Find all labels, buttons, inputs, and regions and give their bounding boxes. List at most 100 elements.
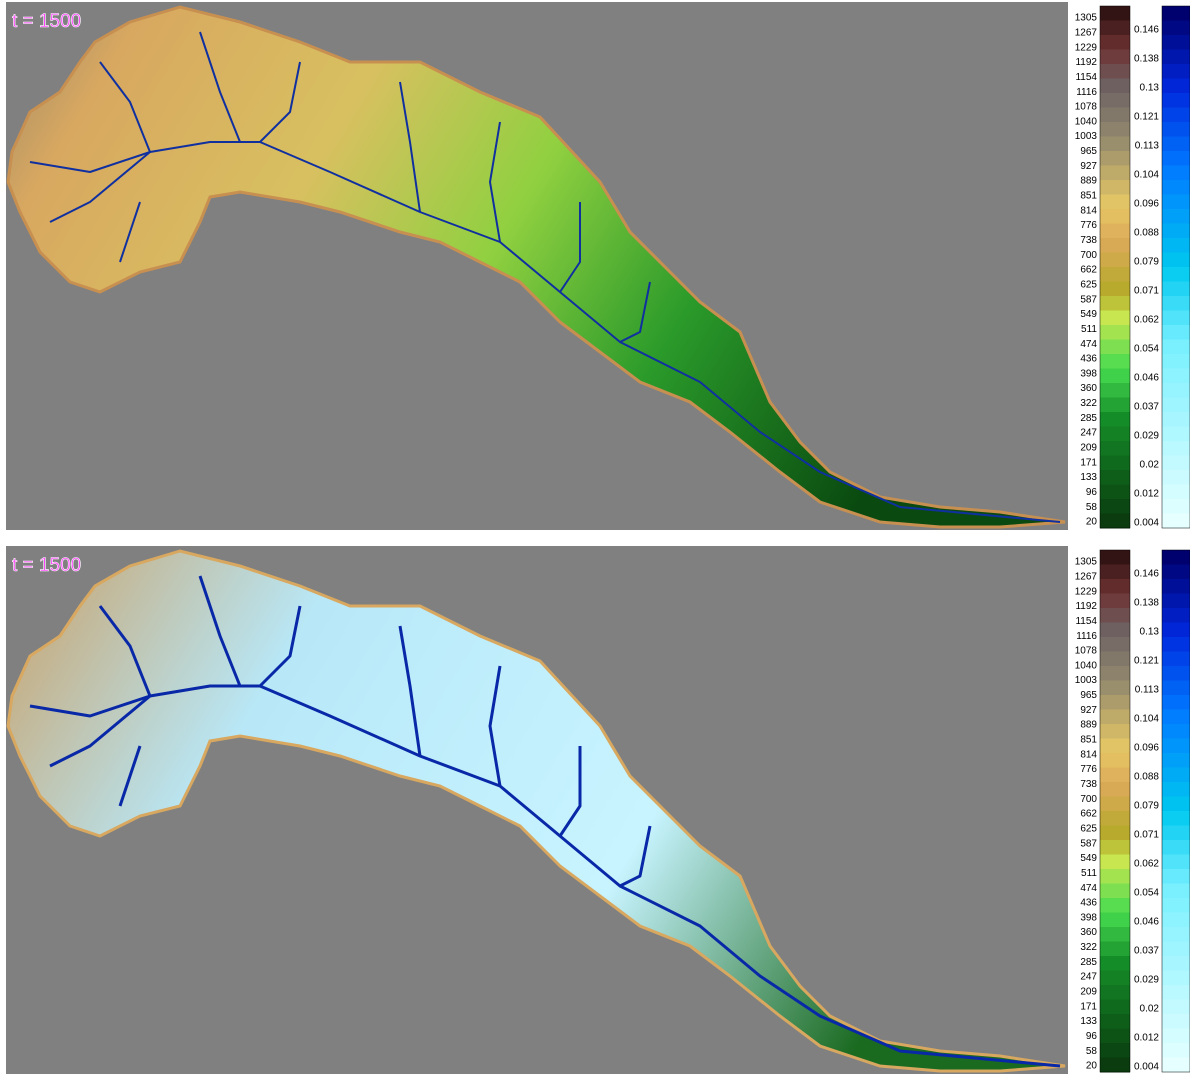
- depth-label: 0.146: [1134, 569, 1159, 580]
- colorbar-cell: [1162, 108, 1190, 123]
- depth-label: 0.029: [1134, 431, 1159, 442]
- colorbar-cell: [1100, 122, 1130, 137]
- colorbar-cell: [1100, 311, 1130, 326]
- colorbar-cell: [1100, 21, 1130, 36]
- colorbar-cell: [1162, 869, 1190, 884]
- colorbar-cell: [1100, 267, 1130, 282]
- depth-label: 0.054: [1134, 888, 1159, 899]
- colorbar-cell: [1100, 137, 1130, 152]
- elevation-label: 171: [1080, 1001, 1097, 1012]
- elevation-label: 700: [1080, 250, 1097, 261]
- elevation-label: 1305: [1075, 557, 1098, 568]
- colorbar-cell: [1162, 637, 1190, 652]
- elevation-label: 133: [1080, 472, 1097, 483]
- depth-label: 0.146: [1134, 25, 1159, 36]
- colorbar-cell: [1162, 412, 1190, 427]
- depth-label: 0.113: [1135, 141, 1160, 152]
- depth-label: 0.004: [1134, 518, 1159, 529]
- colorbar-cell: [1100, 209, 1130, 224]
- depth-label: 0.088: [1134, 772, 1159, 783]
- colorbar-cell: [1100, 579, 1130, 594]
- elevation-label: 1267: [1075, 571, 1098, 582]
- elevation-label: 662: [1080, 809, 1097, 820]
- colorbar-cell: [1162, 811, 1190, 826]
- screen: t = 150013051267122911921154111610781040…: [0, 0, 1190, 1076]
- colorbar-cell: [1162, 64, 1190, 79]
- colorbar-cell: [1162, 470, 1190, 485]
- colorbar-cell: [1162, 681, 1190, 696]
- depth-label: 0.02: [1140, 1004, 1160, 1015]
- colorbar-cell: [1100, 514, 1130, 529]
- elevation-label: 776: [1080, 764, 1097, 775]
- elevation-label: 360: [1080, 383, 1097, 394]
- elevation-label: 285: [1080, 413, 1097, 424]
- elevation-label: 587: [1080, 838, 1097, 849]
- colorbar-cell: [1100, 398, 1130, 413]
- elevation-label: 1267: [1075, 27, 1098, 38]
- elevation-label: 927: [1080, 705, 1097, 716]
- depth-label: 0.121: [1134, 112, 1159, 123]
- elevation-label: 738: [1080, 235, 1097, 246]
- colorbar-cell: [1100, 340, 1130, 355]
- colorbar-cell: [1100, 238, 1130, 253]
- colorbar-cell: [1162, 122, 1190, 137]
- depth-label: 0.096: [1134, 199, 1159, 210]
- colorbar-cell: [1162, 695, 1190, 710]
- colorbar-cell: [1100, 710, 1130, 725]
- colorbar-cell: [1100, 971, 1130, 986]
- colorbar-cell: [1100, 151, 1130, 166]
- depth-label: 0.138: [1134, 598, 1159, 609]
- elevation-label: 247: [1080, 972, 1097, 983]
- colorbar-cell: [1100, 253, 1130, 268]
- colorbar-cell: [1100, 942, 1130, 957]
- colorbar-cell: [1100, 869, 1130, 884]
- elevation-label: 58: [1086, 502, 1098, 513]
- depth-label: 0.079: [1134, 257, 1159, 268]
- colorbar-cell: [1100, 739, 1130, 754]
- elevation-label: 322: [1080, 942, 1097, 953]
- elevation-label: 549: [1080, 853, 1097, 864]
- elevation-label: 511: [1081, 868, 1097, 879]
- colorbar-cell: [1162, 724, 1190, 739]
- colorbar-cell: [1100, 166, 1130, 181]
- colorbar-cell: [1100, 6, 1130, 21]
- colorbar-cell: [1100, 1000, 1130, 1015]
- colorbar-cell: [1162, 1000, 1190, 1015]
- colorbar-cell: [1162, 971, 1190, 986]
- colorbar-cell: [1100, 1014, 1130, 1029]
- colorbar-cell: [1100, 195, 1130, 210]
- depth-label: 0.13: [1140, 83, 1160, 94]
- colorbar-cell: [1162, 93, 1190, 108]
- depth-label: 0.012: [1134, 1033, 1159, 1044]
- colorbar-cell: [1162, 565, 1190, 580]
- colorbar-cell: [1162, 499, 1190, 514]
- depth-label: 0.096: [1134, 743, 1159, 754]
- colorbar-cell: [1100, 826, 1130, 841]
- elevation-label: 398: [1080, 368, 1097, 379]
- colorbar-cell: [1100, 1058, 1130, 1073]
- colorbar-cell: [1162, 1014, 1190, 1029]
- colorbar-cell: [1162, 855, 1190, 870]
- depth-label: 0.088: [1134, 228, 1159, 239]
- colorbar-cell: [1100, 724, 1130, 739]
- elevation-label: 1003: [1075, 675, 1098, 686]
- colorbar-cell: [1162, 1029, 1190, 1044]
- colorbar-cell: [1100, 354, 1130, 369]
- colorbar-cell: [1162, 782, 1190, 797]
- colorbar-cell: [1162, 739, 1190, 754]
- colorbar-cell: [1100, 456, 1130, 471]
- colorbar-cell: [1100, 594, 1130, 609]
- colorbar-cell: [1162, 340, 1190, 355]
- depth-label: 0.062: [1134, 859, 1159, 870]
- colorbar-cell: [1162, 768, 1190, 783]
- colorbar-cell: [1100, 623, 1130, 638]
- elevation-label: 209: [1080, 443, 1097, 454]
- colorbar-cell: [1162, 579, 1190, 594]
- elevation-label: 1078: [1075, 646, 1098, 657]
- colorbar-cell: [1162, 427, 1190, 442]
- colorbar-cell: [1100, 768, 1130, 783]
- colorbar-cell: [1162, 79, 1190, 94]
- colorbar-cell: [1100, 695, 1130, 710]
- depth-label: 0.012: [1134, 489, 1159, 500]
- depth-label: 0.071: [1134, 830, 1159, 841]
